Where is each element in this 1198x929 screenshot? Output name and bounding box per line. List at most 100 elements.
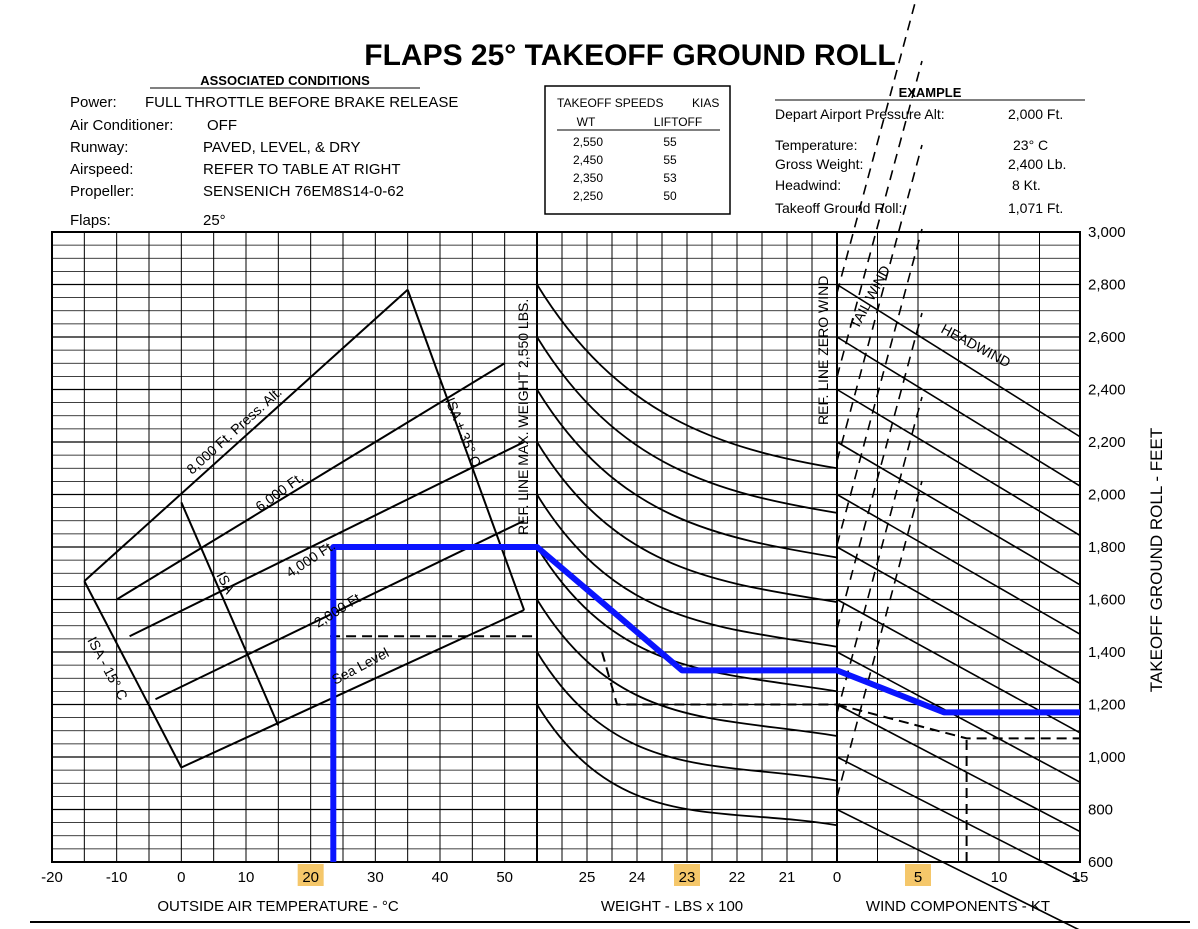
speeds-heading-left: TAKEOFF SPEEDS — [557, 96, 663, 110]
headwind-guide-line — [836, 703, 1081, 833]
x-tick-highlight — [297, 864, 324, 886]
tailwind-guide-line — [836, 480, 923, 798]
label-2000-ft: 2,000 Ft. — [311, 588, 366, 631]
headwind-guide-line — [836, 546, 1081, 685]
example-label-0: Depart Airport Pressure Alt: — [775, 106, 945, 122]
cond-value-airspeed: REFER TO TABLE AT RIGHT — [203, 161, 401, 178]
speeds-liftoff-2: 53 — [663, 171, 677, 185]
speeds-col-wt: WT — [577, 115, 596, 129]
weight-guide-line — [536, 389, 838, 559]
speeds-wt-2: 2,350 — [573, 171, 603, 185]
example-value-1: 23° C — [1013, 137, 1048, 153]
example-value-4: 1,071 Ft. — [1008, 200, 1063, 216]
example-dashed-segment — [601, 651, 837, 706]
x-axis-title-weight: WEIGHT - LBS x 100 — [601, 898, 743, 915]
cond-label-runway: Runway: — [70, 139, 128, 156]
y-tick-label: 2,800 — [1088, 277, 1126, 294]
x-axis-title-temperature: OUTSIDE AIR TEMPERATURE - °C — [157, 898, 398, 915]
y-tick-label: 2,400 — [1088, 382, 1126, 399]
weight-guide-line — [536, 336, 838, 514]
x-tick-label: 30 — [367, 869, 384, 886]
tailwind-guide-line — [836, 396, 923, 714]
cond-label-propeller: Propeller: — [70, 183, 134, 200]
headwind-guide-line — [836, 441, 1081, 586]
label-isa-plus-35: ISA + 35° C — [442, 395, 484, 469]
example-value-2: 2,400 Lb. — [1008, 156, 1066, 172]
isa-line — [180, 501, 280, 726]
tick-highlights — [297, 864, 931, 886]
tailwind-guide-line — [836, 60, 923, 378]
takeoff-speeds-border — [544, 85, 731, 215]
y-tick-label: 2,200 — [1088, 434, 1126, 451]
x-tick-label: 24 — [629, 869, 646, 886]
altitude-curve — [129, 441, 525, 638]
weight-guide-line — [536, 651, 838, 782]
speeds-heading-right: KIAS — [692, 96, 719, 110]
example-heading: EXAMPLE — [899, 85, 962, 100]
weight-guide-line — [536, 494, 838, 648]
y-tick-label: 1,800 — [1088, 539, 1126, 556]
x-tick-label: 25 — [579, 869, 596, 886]
cond-label-ac: Air Conditioner: — [70, 117, 173, 134]
cond-value-runway: PAVED, LEVEL, & DRY — [203, 139, 361, 156]
weight-guide-line — [536, 704, 838, 827]
label-isa-minus-15: ISA - 15° C — [84, 634, 131, 703]
headwind-guide-line — [836, 756, 1081, 882]
altitude-curve — [83, 289, 409, 582]
y-tick-label: 1,000 — [1088, 749, 1126, 766]
isa-line — [406, 289, 526, 611]
tailwind-guide-line — [836, 228, 923, 546]
example-value-3: 8 Kt. — [1012, 177, 1041, 193]
x-tick-label: -10 — [106, 869, 128, 886]
x-axis-title-wind: WIND COMPONENTS - KT — [866, 898, 1050, 915]
weight-guide-line — [536, 284, 838, 470]
chart-axes: 600 800 1,000 1,200 1,400 1,600 1,800 2,000 2,20… — [41, 224, 1125, 886]
chart-title: FLAPS 25° TAKEOFF GROUND ROLL — [364, 39, 895, 72]
speeds-liftoff-3: 50 — [663, 189, 677, 203]
y-tick-label: 600 — [1088, 854, 1113, 871]
headwind-guide-line — [836, 651, 1081, 783]
associated-conditions-heading: ASSOCIATED CONDITIONS — [200, 73, 370, 88]
headwind-guide-line — [836, 336, 1081, 487]
x-tick-highlight — [905, 864, 931, 886]
y-tick-label: 3,000 — [1088, 224, 1126, 241]
speeds-wt-0: 2,550 — [573, 135, 603, 149]
cond-label-power: Power: — [70, 94, 117, 111]
cond-label-airspeed: Airspeed: — [70, 161, 133, 178]
example-label-4: Takeoff Ground Roll: — [775, 200, 902, 216]
altitude-curve — [116, 362, 506, 601]
speeds-col-liftoff: LIFTOFF — [654, 115, 702, 129]
x-tick-label: -20 — [41, 869, 63, 886]
label-ref-zero-wind: REF. LINE ZERO WIND — [815, 276, 831, 425]
speeds-liftoff-0: 55 — [663, 135, 677, 149]
headwind-guide-line — [836, 388, 1081, 537]
cond-value-ac: OFF — [207, 117, 237, 134]
x-tick-label: 10 — [991, 869, 1008, 886]
speeds-wt-1: 2,450 — [573, 153, 603, 167]
headwind-guide-line — [836, 493, 1081, 635]
y-tick-label: 1,600 — [1088, 592, 1126, 609]
speeds-wt-3: 2,250 — [573, 189, 603, 203]
label-8000-ft: 8,000 Ft. Press. Alt. — [183, 384, 284, 478]
y-axis-title: TAKEOFF GROUND ROLL - FEET — [1147, 428, 1166, 692]
label-tail-wind: TAIL WIND — [847, 263, 894, 332]
x-tick-label: 50 — [496, 869, 513, 886]
overlay-solution-path — [330, 544, 1080, 862]
tailwind-guide-line — [836, 144, 923, 462]
cond-value-flaps: 25° — [203, 212, 226, 229]
tailwind-guide-line — [836, 312, 923, 630]
example-label-1: Temperature: — [775, 137, 857, 153]
curve-labels: Sea Level 2,000 Ft. 4,000 Ft. 6,000 Ft. … — [84, 263, 1013, 703]
example-dashed-segment — [836, 703, 1080, 740]
example-label-2: Gross Weight: — [775, 156, 863, 172]
overlay-line — [330, 544, 1080, 862]
example-value-0: 2,000 Ft. — [1008, 106, 1063, 122]
tailwind-guide-line — [836, 0, 917, 294]
cond-value-propeller: SENSENICH 76EM8S14-0-62 — [203, 183, 404, 200]
y-tick-label: 1,400 — [1088, 644, 1126, 661]
associated-conditions: ASSOCIATED CONDITIONS Power: FULL THROTT… — [70, 73, 458, 229]
cond-label-flaps: Flaps: — [70, 212, 111, 229]
x-tick-highlight — [674, 864, 700, 886]
x-tick-label: 20 — [302, 869, 319, 886]
